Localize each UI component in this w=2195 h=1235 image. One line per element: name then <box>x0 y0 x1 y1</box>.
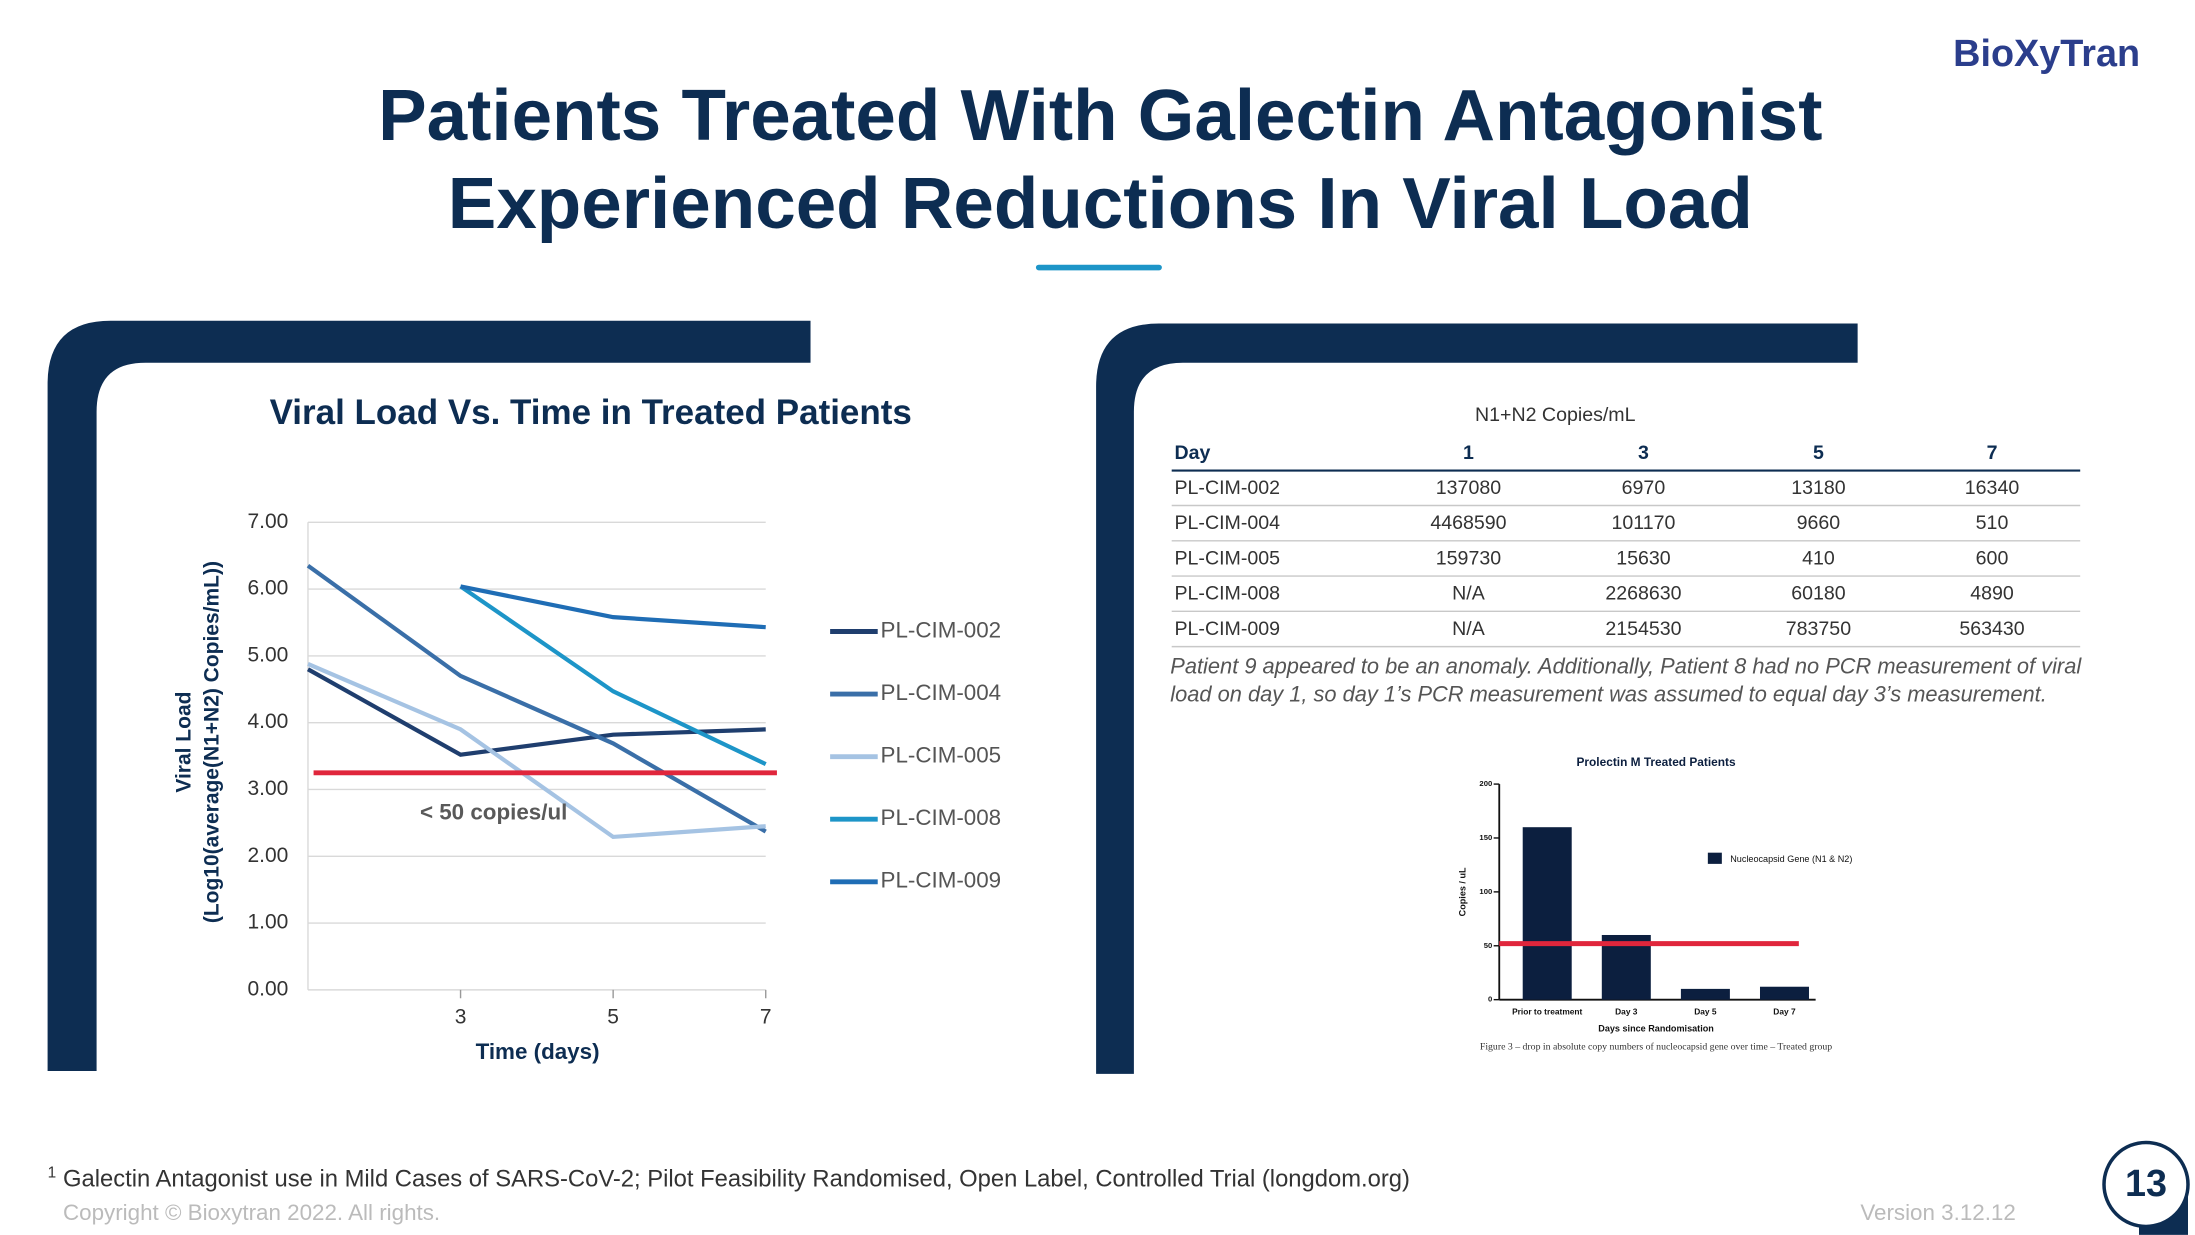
table-cell: PL-CIM-005 <box>1174 547 1280 569</box>
legend-label: PL-CIM-002 <box>881 617 1002 642</box>
x-axis-label: Time (days) <box>476 1039 600 1064</box>
table-cell: PL-CIM-008 <box>1174 583 1280 605</box>
table-header: 5 <box>1813 442 1824 464</box>
x-tick-label: 7 <box>760 1005 772 1028</box>
y-tick-label: 0.00 <box>248 977 289 1000</box>
table-cell: 15630 <box>1616 547 1671 569</box>
logo: BioXyTran <box>1953 33 2140 75</box>
table-header: Day <box>1174 442 1210 464</box>
series-line <box>459 584 767 766</box>
table-cell: 2154530 <box>1605 618 1681 640</box>
table-cell: PL-CIM-009 <box>1174 618 1280 640</box>
x-tick-label: Day 5 <box>1694 1006 1717 1016</box>
y-tick-label: 200 <box>1479 779 1492 788</box>
title-line: Experienced Reductions In Viral Load <box>448 163 1753 244</box>
table-cell: 4890 <box>1970 583 2014 605</box>
y-tick-label: 4.00 <box>248 710 289 733</box>
bar <box>1759 986 1809 1000</box>
table-header: 3 <box>1638 442 1649 464</box>
series-line <box>307 661 766 840</box>
title-line: Patients Treated With Galectin Antagonis… <box>378 75 1822 156</box>
table-cell: 60180 <box>1791 583 1846 605</box>
caption: Figure 3 – drop in absolute copy numbers… <box>1480 1042 1832 1053</box>
y-axis-label: Viral Load <box>172 692 195 793</box>
note-box: Patient 9 appeared to be an anomaly. Add… <box>1170 655 2082 708</box>
table-cell: 159730 <box>1436 547 1501 569</box>
bar <box>1680 988 1730 1000</box>
table-header: 7 <box>1987 442 1998 464</box>
y-tick-label: 50 <box>1484 941 1493 950</box>
x-tick-label: 3 <box>455 1005 467 1028</box>
table-cell: 410 <box>1802 547 1835 569</box>
table-cell: 510 <box>1976 512 2009 534</box>
table-cell: PL-CIM-004 <box>1174 512 1280 534</box>
panel-frame <box>47 320 811 1072</box>
legend-swatch <box>1707 852 1722 864</box>
bar <box>1522 827 1572 1000</box>
table-cell: 16340 <box>1965 477 2020 499</box>
page-number: 13 <box>2125 1163 2167 1205</box>
x-tick-label: Day 7 <box>1773 1006 1796 1016</box>
table-cell: 137080 <box>1436 477 1501 499</box>
table-caption: N1+N2 Copies/mL <box>1475 404 1636 426</box>
table-cell: 783750 <box>1786 618 1851 640</box>
footnote-marker: 1 <box>48 1164 57 1181</box>
table-cell: N/A <box>1452 583 1486 605</box>
note: Patient 9 appeared to be an anomaly. Add… <box>1170 655 2082 708</box>
y-axis-label: Copies / uL <box>1457 867 1467 916</box>
table-cell: 4468590 <box>1430 512 1506 534</box>
table-cell: 600 <box>1976 547 2009 569</box>
footnote: Galectin Antagonist use in Mild Cases of… <box>63 1166 1410 1193</box>
table-cell: 2268630 <box>1605 583 1681 605</box>
table-cell: 101170 <box>1612 512 1676 534</box>
y-tick-label: 1.00 <box>248 911 289 934</box>
table-cell: PL-CIM-002 <box>1174 477 1280 499</box>
legend-label: PL-CIM-004 <box>881 680 1002 705</box>
x-tick-label: 5 <box>607 1005 619 1028</box>
legend-label: Nucleocapsid Gene (N1 & N2) <box>1730 854 1852 864</box>
x-tick-label: Prior to treatment <box>1512 1006 1582 1016</box>
y-tick-label: 100 <box>1479 887 1492 896</box>
page-badge-corner <box>2139 1184 2189 1235</box>
legend-label: PL-CIM-008 <box>881 805 1002 830</box>
table-cell: 563430 <box>1959 618 2024 640</box>
x-axis-label: Days since Randomisation <box>1598 1023 1714 1033</box>
x-tick-label: Day 3 <box>1615 1006 1638 1016</box>
y-tick-label: 7.00 <box>248 510 289 533</box>
table-cell: 6970 <box>1622 477 1666 499</box>
table-cell: 9660 <box>1797 512 1841 534</box>
chart-title: Prolectin M Treated Patients <box>1577 755 1736 769</box>
y-tick-label: 2.00 <box>248 844 289 867</box>
table-cell: 13180 <box>1791 477 1846 499</box>
y-tick-label: 150 <box>1479 833 1492 842</box>
y-tick-label: 5.00 <box>248 643 289 666</box>
title-underline <box>1035 264 1162 271</box>
series-line <box>306 564 767 834</box>
y-tick-label: 6.00 <box>248 577 289 600</box>
y-axis-label: (Log10(average(N1+N2) Copies/mL)) <box>200 561 223 923</box>
chart-title: Viral Load Vs. Time in Treated Patients <box>270 393 912 432</box>
legend-label: PL-CIM-005 <box>881 743 1002 768</box>
y-tick-label: 3.00 <box>248 777 289 800</box>
y-tick-label: 0 <box>1488 995 1492 1004</box>
series-line <box>460 584 766 630</box>
series-line <box>306 667 766 757</box>
threshold-label: < 50 copies/ul <box>420 799 567 824</box>
legend-label: PL-CIM-009 <box>881 868 1002 893</box>
table-header: 1 <box>1463 442 1474 464</box>
table-cell: N/A <box>1452 618 1486 640</box>
copyright: Copyright © Bioxytran 2022. All rights. <box>63 1200 440 1225</box>
version: Version 3.12.12 <box>1860 1200 2016 1225</box>
